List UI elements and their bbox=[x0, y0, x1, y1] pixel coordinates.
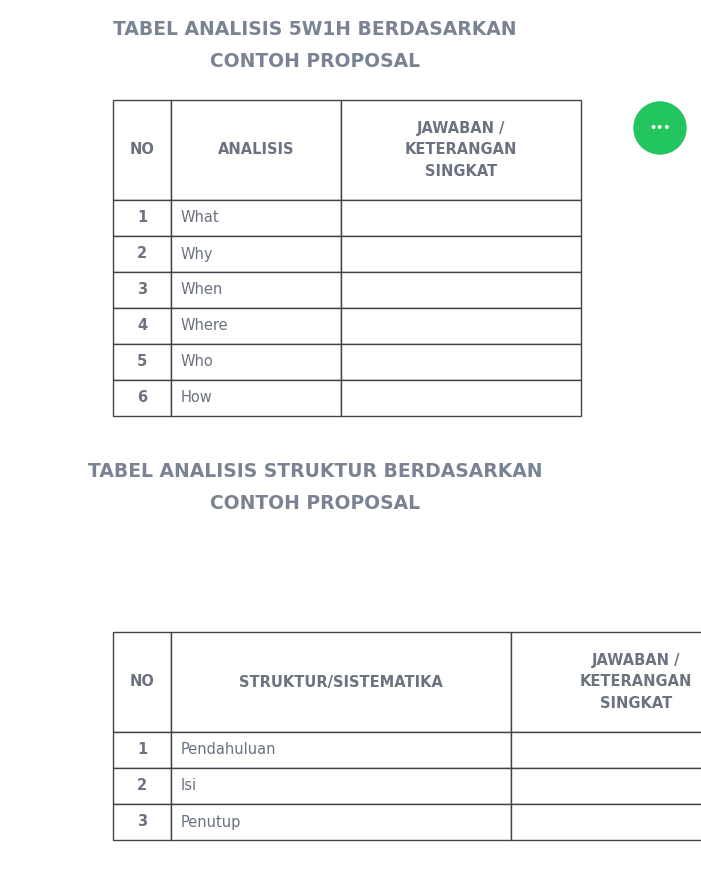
Text: STRUKTUR/SISTEMATIKA: STRUKTUR/SISTEMATIKA bbox=[239, 674, 443, 690]
Bar bbox=[171, 344, 341, 380]
Text: NO: NO bbox=[130, 143, 154, 158]
Text: TABEL ANALISIS 5W1H BERDASARKAN: TABEL ANALISIS 5W1H BERDASARKAN bbox=[114, 20, 517, 39]
Bar bbox=[171, 804, 511, 840]
Bar bbox=[113, 344, 171, 380]
Bar bbox=[341, 100, 581, 200]
Text: When: When bbox=[181, 283, 223, 298]
Bar bbox=[113, 732, 171, 768]
Text: 3: 3 bbox=[137, 283, 147, 298]
Text: JAWABAN /
KETERANGAN
SINGKAT: JAWABAN / KETERANGAN SINGKAT bbox=[404, 121, 517, 178]
Text: 3: 3 bbox=[137, 814, 147, 830]
Text: CONTOH PROPOSAL: CONTOH PROPOSAL bbox=[210, 52, 420, 71]
Bar bbox=[511, 768, 701, 804]
Bar bbox=[113, 272, 171, 308]
Bar bbox=[511, 632, 701, 732]
Bar bbox=[113, 768, 171, 804]
Text: Who: Who bbox=[181, 354, 214, 369]
Bar bbox=[341, 308, 581, 344]
Bar bbox=[171, 380, 341, 416]
Bar bbox=[113, 632, 171, 732]
Text: NO: NO bbox=[130, 674, 154, 690]
Text: Why: Why bbox=[181, 246, 214, 261]
Bar bbox=[171, 100, 341, 200]
Text: TABEL ANALISIS STRUKTUR BERDASARKAN: TABEL ANALISIS STRUKTUR BERDASARKAN bbox=[88, 462, 543, 481]
Bar bbox=[171, 272, 341, 308]
Bar bbox=[171, 308, 341, 344]
Text: JAWABAN /
KETERANGAN
SINGKAT: JAWABAN / KETERANGAN SINGKAT bbox=[580, 654, 692, 711]
Text: 1: 1 bbox=[137, 211, 147, 226]
Circle shape bbox=[634, 102, 686, 154]
Text: 1: 1 bbox=[137, 742, 147, 757]
Bar bbox=[511, 732, 701, 768]
Text: ANALISIS: ANALISIS bbox=[218, 143, 294, 158]
Text: Isi: Isi bbox=[181, 779, 197, 794]
Bar bbox=[171, 236, 341, 272]
Bar bbox=[171, 632, 511, 732]
Bar bbox=[341, 272, 581, 308]
Bar bbox=[113, 100, 171, 200]
Text: 2: 2 bbox=[137, 779, 147, 794]
Bar bbox=[171, 768, 511, 804]
Bar bbox=[171, 732, 511, 768]
Bar bbox=[341, 236, 581, 272]
Text: 6: 6 bbox=[137, 391, 147, 406]
Bar bbox=[511, 804, 701, 840]
Text: Where: Where bbox=[181, 318, 229, 334]
Bar bbox=[113, 380, 171, 416]
Bar bbox=[341, 200, 581, 236]
Bar bbox=[113, 236, 171, 272]
Text: 2: 2 bbox=[137, 246, 147, 261]
Bar bbox=[341, 380, 581, 416]
Bar bbox=[113, 804, 171, 840]
Text: CONTOH PROPOSAL: CONTOH PROPOSAL bbox=[210, 494, 420, 513]
Text: What: What bbox=[181, 211, 219, 226]
Bar bbox=[171, 200, 341, 236]
Bar bbox=[341, 344, 581, 380]
Bar bbox=[113, 200, 171, 236]
Text: 5: 5 bbox=[137, 354, 147, 369]
Text: Pendahuluan: Pendahuluan bbox=[181, 742, 276, 757]
Text: 4: 4 bbox=[137, 318, 147, 334]
Bar bbox=[113, 308, 171, 344]
Text: How: How bbox=[181, 391, 212, 406]
Text: •••: ••• bbox=[649, 123, 671, 133]
Text: Penutup: Penutup bbox=[181, 814, 241, 830]
